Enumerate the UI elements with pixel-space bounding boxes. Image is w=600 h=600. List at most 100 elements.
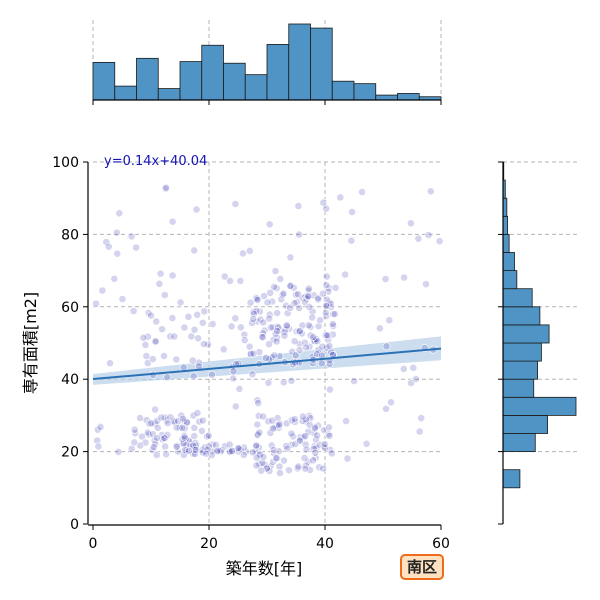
right-hist-bar	[502, 396, 577, 416]
scatter-point	[275, 462, 284, 471]
scatter-point	[204, 431, 213, 440]
scatter-point	[279, 378, 288, 387]
scatter-point	[94, 442, 103, 451]
scatter-point	[152, 451, 161, 459]
scatter-point	[313, 431, 322, 440]
scatter-point	[180, 433, 189, 442]
top-hist-bar	[288, 23, 311, 101]
right-hist-bar	[502, 270, 518, 290]
scatter-point	[187, 332, 196, 341]
scatter-point	[325, 431, 334, 440]
scatter-point	[236, 323, 245, 332]
scatter-point	[147, 419, 156, 428]
scatter-point	[179, 451, 188, 459]
scatter-point	[148, 355, 157, 363]
top-hist-bar	[244, 74, 268, 101]
scatter-point	[323, 331, 332, 340]
top-hist-bar	[92, 62, 116, 101]
scatter-point	[280, 331, 289, 340]
scatter-point	[318, 289, 327, 298]
scatter-point	[194, 334, 202, 343]
scatter-point	[220, 272, 229, 281]
scatter-point	[302, 343, 310, 352]
scatter-point	[300, 454, 309, 462]
scatter-point	[287, 376, 296, 385]
right-marginal-histogram	[498, 161, 578, 525]
scatter-point	[295, 230, 304, 239]
scatter-point	[112, 228, 121, 237]
scatter-point	[178, 423, 187, 432]
scatter-point	[102, 238, 111, 246]
scatter-point	[291, 351, 300, 360]
scatter-point	[168, 217, 177, 226]
regression-equation: y=0.14x+40.04	[104, 154, 207, 169]
scatter-point	[252, 453, 261, 462]
scatter-point	[149, 442, 158, 451]
scatter-point	[257, 466, 266, 475]
scatter-point	[156, 269, 165, 278]
scatter-point	[317, 359, 326, 368]
scatter-point	[298, 412, 307, 421]
scatter-point	[151, 405, 159, 414]
scatter-point	[382, 342, 391, 351]
scatter-point	[435, 237, 444, 246]
scatter-point	[160, 291, 169, 299]
scatter-point	[96, 422, 105, 431]
scatter-point	[157, 413, 166, 422]
scatter-point	[151, 337, 160, 346]
scatter-point	[265, 340, 273, 349]
scatter-point	[322, 272, 331, 281]
scatter-point	[278, 290, 287, 299]
scatter-point	[188, 356, 197, 365]
scatter-point	[118, 295, 127, 303]
scatter-point	[211, 441, 220, 449]
scatter-point	[375, 324, 384, 333]
scatter-point	[191, 445, 200, 454]
top-hist-bar	[136, 57, 159, 101]
scatter-point	[308, 313, 316, 322]
scatter-point	[319, 464, 328, 473]
scatter-point	[253, 420, 262, 429]
scatter-point	[256, 315, 265, 324]
scatter-point	[219, 345, 228, 354]
y-tick-label: 20	[61, 445, 79, 461]
scatter-point	[292, 297, 301, 306]
scatter-point	[253, 396, 262, 405]
scatter-point	[327, 449, 336, 458]
scatter-point	[204, 340, 212, 349]
scatter-point	[295, 346, 304, 354]
scatter-point	[249, 349, 258, 358]
scatter-point	[322, 301, 330, 310]
scatter-point	[93, 436, 102, 445]
scatter-point	[298, 321, 307, 330]
axes: 0 20 40 60 0 20 40 60 80 100	[52, 155, 450, 552]
y-tick-label: 80	[61, 227, 79, 243]
scatter-point	[208, 320, 217, 328]
scatter-point	[264, 378, 273, 387]
scatter-point	[189, 449, 197, 458]
right-hist-bar	[502, 360, 538, 380]
scatter-point	[247, 350, 255, 358]
scatter-point	[160, 352, 168, 360]
scatter-point	[259, 318, 268, 327]
top-hist-bar	[375, 94, 398, 101]
scatter-point	[342, 417, 350, 425]
scatter-point	[301, 338, 309, 347]
top-hist-bar	[157, 88, 181, 101]
scatter-point	[262, 354, 270, 362]
scatter-point	[284, 466, 293, 475]
scatter-point	[181, 446, 189, 454]
scatter-point	[152, 317, 161, 326]
right-hist-bar	[502, 324, 550, 344]
scatter-point	[415, 427, 424, 436]
right-hist-bar	[502, 252, 515, 272]
scatter-point	[271, 267, 280, 275]
scatter-point	[180, 323, 189, 332]
right-hist-bar	[502, 233, 510, 253]
scatter-point	[320, 440, 329, 448]
scatter-point	[325, 385, 334, 394]
scatter-point	[350, 377, 358, 385]
scatter-point	[301, 464, 310, 473]
scatter-point	[309, 456, 317, 465]
scatter-point	[252, 461, 261, 470]
